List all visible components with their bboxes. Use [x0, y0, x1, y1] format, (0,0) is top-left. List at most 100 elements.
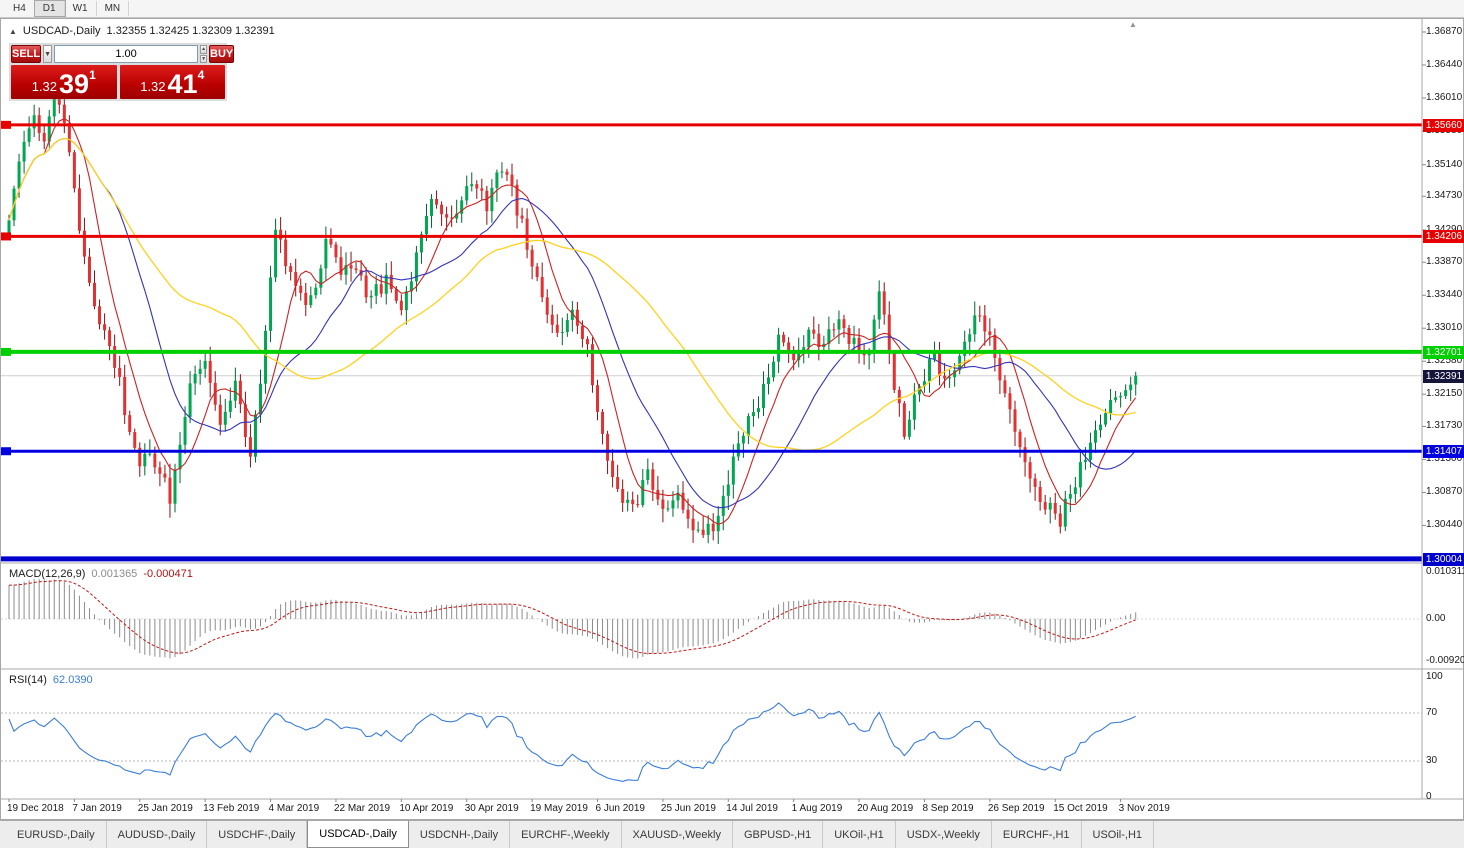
- date-axis-label: 3 Nov 2019: [1118, 803, 1170, 814]
- chart-window: ▲ USDCAD-,Daily 1.32355 1.32425 1.32309 …: [0, 18, 1464, 820]
- volume-increase-icon[interactable]: ▲: [200, 45, 208, 54]
- buy-price-pipette: 4: [197, 68, 205, 82]
- level-price-label: 1.35660: [1423, 118, 1464, 132]
- date-axis-label: 22 Mar 2019: [333, 803, 391, 814]
- ma-45-line: [8, 137, 1136, 451]
- rsi-name: RSI(14): [9, 674, 47, 686]
- macd-signal-value: -0.000471: [143, 568, 193, 580]
- date-axis-label: 19 May 2019: [530, 803, 588, 814]
- price-axis-tick: 1.32150: [1426, 388, 1463, 400]
- chart-tab-usoil-h1[interactable]: USOil-,H1: [1082, 821, 1155, 848]
- chart-tabs-bar: EURUSD-,Daily AUDUSD-,Daily USDCHF-,Daily U…: [0, 820, 1464, 848]
- sell-button[interactable]: SELL: [11, 45, 42, 63]
- date-axis-label: 13 Feb 2019: [203, 803, 260, 814]
- horizontal-level-lines[interactable]: [1, 120, 1422, 562]
- timeframe-toolbar: H4 D1 W1 MN: [0, 0, 1464, 18]
- volume-input[interactable]: [54, 45, 199, 63]
- chart-ohlc-label: 1.32355 1.32425 1.32309 1.32391: [106, 25, 275, 37]
- rsi-panel: [1, 702, 1422, 782]
- date-axis-label: 15 Oct 2019: [1053, 803, 1108, 814]
- chart-tab-gbpusd-h1[interactable]: GBPUSD-,H1: [733, 821, 824, 848]
- price-axis-tick: 1.31730: [1426, 420, 1463, 432]
- rsi-axis-tick: 100: [1426, 671, 1443, 682]
- price-axis-tick: 1.34290: [1426, 224, 1463, 235]
- date-axis-label: 10 Apr 2019: [399, 803, 454, 814]
- timeframe-button-h4[interactable]: H4: [5, 1, 35, 16]
- price-axis-tick: 1.35140: [1426, 158, 1463, 170]
- buy-price-big: 41: [167, 69, 198, 100]
- date-axis-label: 7 Jan 2019: [72, 803, 122, 814]
- ma-8-line: [8, 118, 1137, 525]
- rsi-axis-tick: 30: [1426, 755, 1438, 766]
- price-axis-tick: 1.34730: [1426, 190, 1463, 202]
- price-axis-tick: 1.36870: [1426, 26, 1463, 37]
- price-axis-tick: 1.36010: [1426, 91, 1463, 103]
- rsi-axis-tick: 0: [1426, 791, 1432, 802]
- macd-main-value: 0.001365: [91, 568, 138, 580]
- candles-layer: [7, 81, 1138, 544]
- level-price-label: 1.32701: [1423, 345, 1464, 359]
- timeframe-button-d1[interactable]: D1: [33, 0, 66, 17]
- sell-price-big: 39: [59, 69, 90, 100]
- chart-tab-usdchf-daily[interactable]: USDCHF-,Daily: [207, 821, 308, 848]
- level-price-label: 1.31407: [1423, 445, 1464, 459]
- price-axis-tick: 1.36440: [1426, 58, 1463, 70]
- chart-tab-eurchf-weekly[interactable]: EURCHF-,Weekly: [510, 821, 622, 848]
- date-axis-label: 25 Jun 2019: [660, 803, 716, 814]
- date-axis-label: 1 Aug 2019: [791, 803, 843, 814]
- price-axis-tick: 1.30440: [1426, 519, 1463, 531]
- chart-tab-usdcad-daily[interactable]: USDCAD-,Daily: [307, 821, 409, 848]
- panel-separators: [1, 19, 1464, 802]
- price-axis-tick: 1.31300: [1426, 453, 1463, 465]
- scroll-anchor-icon[interactable]: ▲: [1129, 20, 1137, 29]
- macd-panel: [1, 578, 1422, 659]
- chart-title: ▲ USDCAD-,Daily 1.32355 1.32425 1.32309 …: [9, 25, 275, 37]
- price-axis-tick: 1.33010: [1426, 322, 1463, 334]
- one-click-trade-panel: SELL ▼ ▲ ▼ BUY 1.32 39 1 1.32 41 4: [9, 43, 235, 101]
- volume-stepper: ▲ ▼: [200, 45, 208, 63]
- rsi-axis-tick: 70: [1426, 707, 1438, 718]
- price-axis-tick: 1.32580: [1426, 355, 1463, 367]
- chart-symbol-label: USDCAD-,Daily: [22, 25, 101, 37]
- chart-tab-usdcnh-daily[interactable]: USDCNH-,Daily: [409, 821, 511, 848]
- current-price-label: 1.32391: [1423, 369, 1464, 383]
- timeframe-button-w1[interactable]: W1: [65, 1, 97, 16]
- date-axis-label: 8 Sep 2019: [922, 803, 974, 814]
- buy-button[interactable]: BUY: [209, 45, 235, 63]
- rsi-indicator-label: RSI(14) 62.0390: [9, 674, 93, 686]
- date-axis-label: 26 Sep 2019: [987, 803, 1045, 814]
- buy-price-prefix: 1.32: [140, 79, 166, 94]
- price-axis-tick: 1.33870: [1426, 256, 1463, 268]
- price-chart-canvas[interactable]: [1, 19, 1464, 821]
- timeframe-button-mn[interactable]: MN: [97, 1, 130, 16]
- macd-indicator-label: MACD(12,26,9) 0.001365 -0.000471: [9, 568, 193, 580]
- chart-tab-eurchf-h1[interactable]: EURCHF-,H1: [992, 821, 1082, 848]
- sell-price-prefix: 1.32: [31, 79, 58, 94]
- macd-axis-tick: 0.010311: [1426, 565, 1464, 577]
- level-price-label: 1.30004: [1423, 552, 1464, 566]
- ma-20-line: [8, 137, 1137, 509]
- volume-dropdown-icon[interactable]: ▼: [43, 45, 53, 63]
- date-axis-label: 6 Jun 2019: [595, 803, 646, 814]
- level-price-label: 1.34206: [1423, 230, 1464, 244]
- date-axis-label: 19 Dec 2018: [7, 803, 64, 814]
- date-axis-label: 20 Aug 2019: [857, 803, 914, 814]
- price-axis-tick: 1.30870: [1426, 486, 1463, 498]
- sell-price-quote[interactable]: 1.32 39 1: [11, 65, 117, 99]
- date-axis-label: 14 Jul 2019: [726, 803, 778, 814]
- rsi-value: 62.0390: [52, 674, 93, 686]
- buy-price-quote[interactable]: 1.32 41 4: [119, 65, 225, 100]
- chart-tab-ukoil-h1[interactable]: UKOil-,H1: [823, 821, 896, 848]
- volume-decrease-icon[interactable]: ▼: [200, 54, 208, 63]
- chart-tab-xauusd-weekly[interactable]: XAUUSD-,Weekly: [622, 821, 733, 848]
- macd-name: MACD(12,26,9): [9, 568, 86, 580]
- date-axis-label: 30 Apr 2019: [464, 803, 519, 814]
- one-click-collapse-icon[interactable]: ▲: [9, 26, 17, 36]
- chart-tab-usdx-weekly[interactable]: USDX-,Weekly: [896, 821, 992, 848]
- chart-tab-audusd-daily[interactable]: AUDUSD-,Daily: [107, 821, 208, 848]
- chart-tab-eurusd-daily[interactable]: EURUSD-,Daily: [6, 821, 107, 848]
- date-axis-label: 25 Jan 2019: [137, 803, 193, 814]
- sell-price-pipette: 1: [89, 68, 96, 82]
- macd-axis-tick: -0.009203: [1426, 655, 1464, 667]
